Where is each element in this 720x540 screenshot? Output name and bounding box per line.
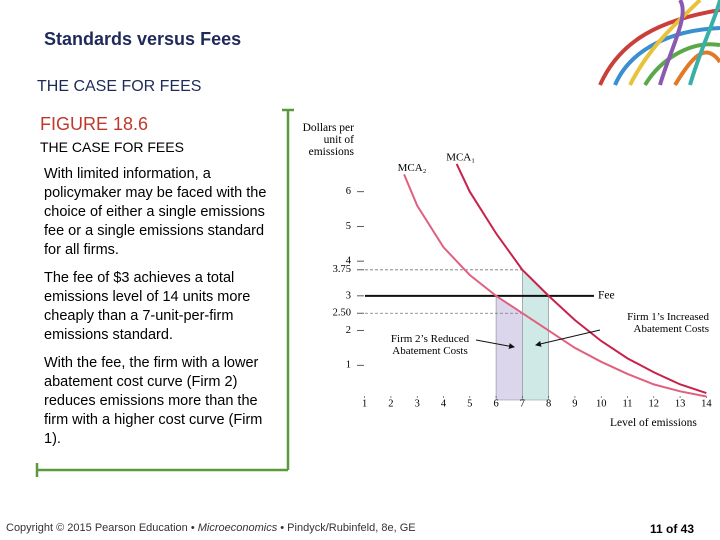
x-tick-label: 3 xyxy=(415,398,420,409)
cable xyxy=(658,0,685,86)
y-tick-label: 1 xyxy=(346,360,351,371)
x-tick-label: 7 xyxy=(520,398,525,409)
paragraphs: With limited information, a policymaker … xyxy=(44,165,280,449)
cables xyxy=(598,0,720,87)
y-tick-label: 3 xyxy=(346,290,351,301)
cable xyxy=(598,8,720,86)
x-tick-label: 1 xyxy=(362,398,367,409)
annotation: Firm 2’s Reduced Abatement Costs xyxy=(390,333,470,357)
cable xyxy=(643,42,720,87)
y-tick-label: 3.75 xyxy=(333,264,351,275)
footer-text: Microeconomics xyxy=(197,522,278,534)
x-tick-label: 2 xyxy=(388,398,393,409)
series-label: MCA₂ xyxy=(398,162,427,174)
paragraph: With limited information, a policymaker … xyxy=(44,166,267,258)
cable xyxy=(628,0,702,86)
bracket xyxy=(35,108,294,477)
y-tick-label: 5 xyxy=(346,221,351,232)
figure-caption-title: THE CASE FOR FEES xyxy=(40,139,184,155)
paragraph: With the fee, the firm with a lower abat… xyxy=(44,355,263,447)
y-tick-label: 2.50 xyxy=(333,308,351,319)
slide-title: Standards versus Fees xyxy=(44,29,242,49)
x-tick-label: 12 xyxy=(649,398,660,409)
fee-label: Fee xyxy=(598,289,615,301)
x-tick-label: 4 xyxy=(441,398,447,409)
y-axis-label: Dollars per unit of emissions xyxy=(302,122,354,158)
x-tick-label: 6 xyxy=(493,398,498,409)
x-tick-label: 14 xyxy=(701,398,712,409)
curve xyxy=(403,173,707,398)
y-tick-label: 6 xyxy=(346,186,351,197)
footer: Copyright © 2015 Pearson Education • Mic… xyxy=(6,522,416,534)
y-tick-label: 4 xyxy=(346,256,352,267)
page-number: 11 of 43 xyxy=(650,522,695,536)
arrow xyxy=(475,339,515,350)
x-tick-label: 13 xyxy=(675,398,686,409)
x-tick-label: 11 xyxy=(622,398,632,409)
paragraph: The fee of $3 achieves a total emissions… xyxy=(44,270,251,343)
x-tick-label: 9 xyxy=(572,398,577,409)
footer-text: Copyright © 2015 Pearson Education • xyxy=(6,522,198,534)
cable xyxy=(613,26,720,86)
x-tick-label: 5 xyxy=(467,398,472,409)
cable xyxy=(688,0,720,86)
figure-label: FIGURE 18.6 xyxy=(40,114,149,134)
annotation: Firm 1’s Increased Abatement Costs xyxy=(627,311,709,335)
arrow xyxy=(535,329,601,347)
footer-text: • Pindyck/Rubinfeld, 8e, GE xyxy=(277,522,416,534)
x-tick-label: 8 xyxy=(546,398,551,409)
x-axis-label: Level of emissions xyxy=(610,417,697,429)
curve xyxy=(455,163,707,395)
slide-subtitle: THE CASE FOR FEES xyxy=(37,78,202,95)
series-label: MCA₁ xyxy=(446,151,475,163)
shaded-area xyxy=(522,269,549,401)
x-tick-label: 10 xyxy=(596,398,607,409)
y-tick-label: 2 xyxy=(346,325,351,336)
